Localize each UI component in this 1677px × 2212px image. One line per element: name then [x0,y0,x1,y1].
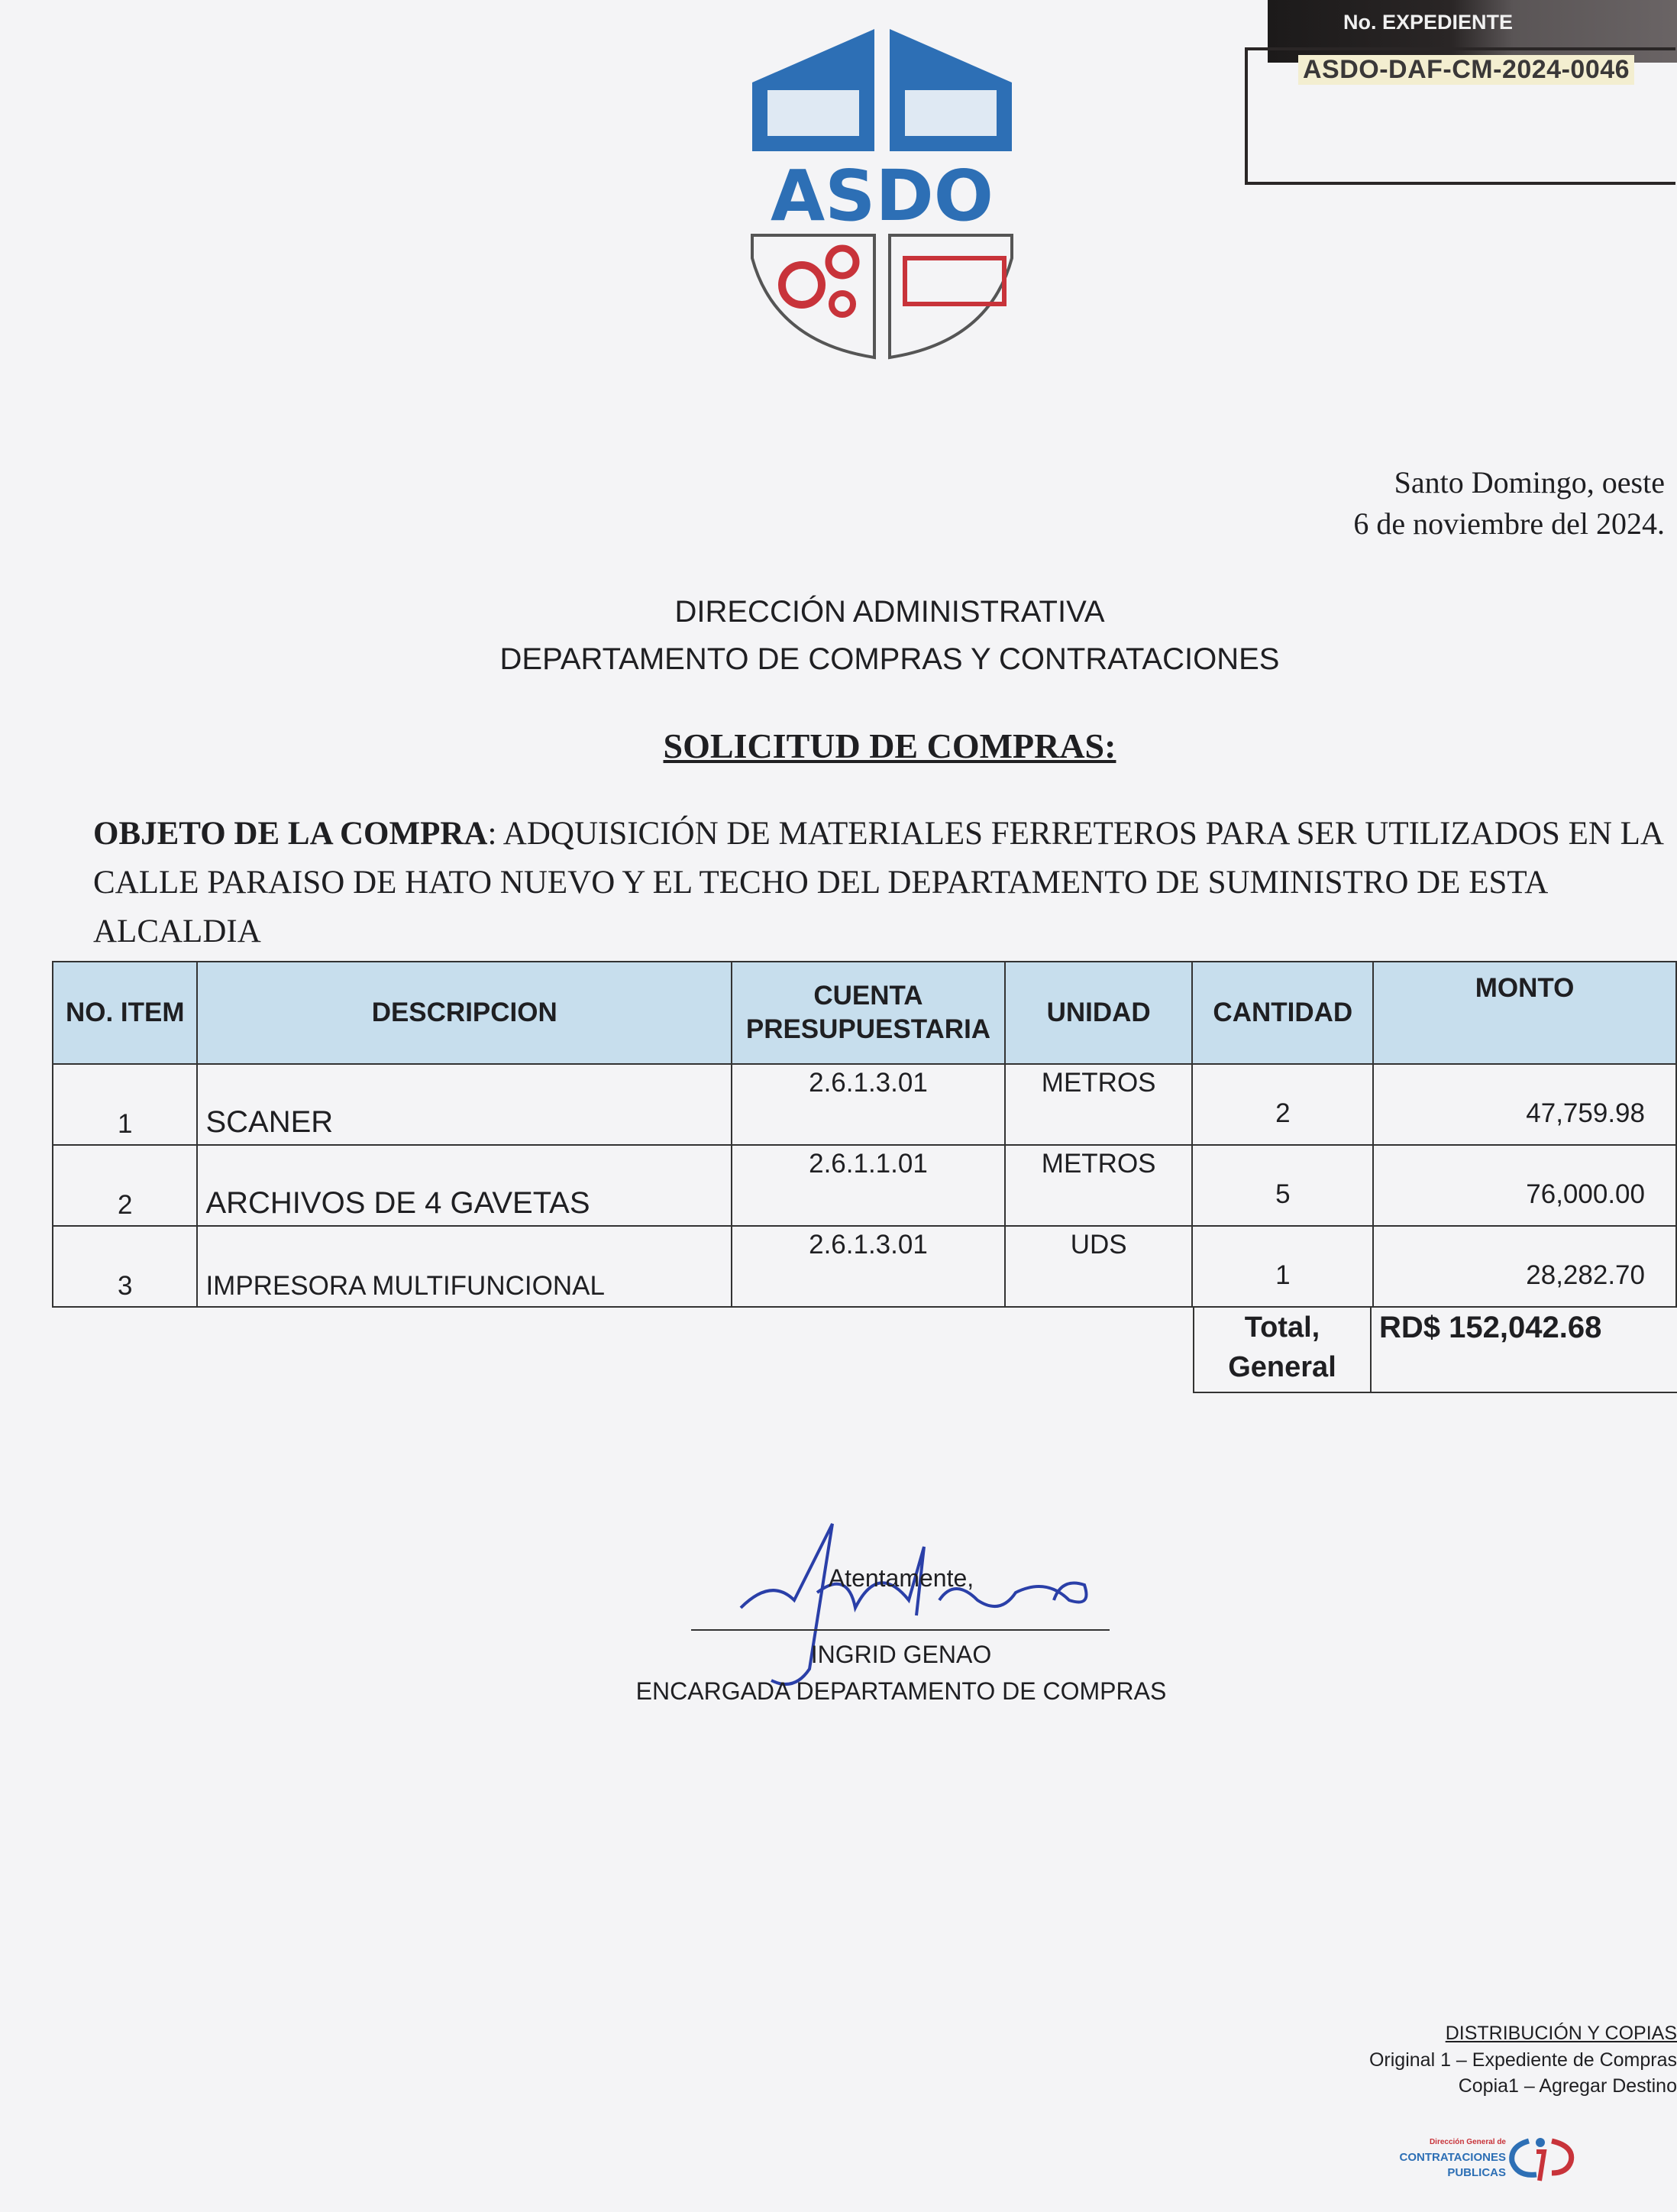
table-header-row: NO. ITEM DESCRIPCION CUENTA PRESUPUESTAR… [51,961,1677,1065]
col-item: NO. ITEM [51,961,199,1065]
table-row: 1 SCANER 2.6.1.3.01 METROS 2 47,759.98 [51,1063,1677,1146]
distribution-copy: Copia1 – Agregar Destino [1458,2075,1677,2097]
item-unit: UDS [1003,1225,1194,1308]
item-amount: 28,282.70 [1372,1225,1677,1308]
table-row: 2 ARCHIVOS DE 4 GAVETAS 2.6.1.1.01 METRO… [51,1144,1677,1227]
signature-scribble [739,1523,1088,1686]
table-row: 3 IMPRESORA MULTIFUNCIONAL 2.6.1.3.01 UD… [51,1225,1677,1308]
footer-logo-main1: CONTRATACIONES [1399,2151,1506,2164]
purchase-object-text: : ADQUISICIÓN DE MATERIALES FERRETEROS P… [93,816,1662,949]
item-unit: METROS [1003,1144,1194,1227]
col-monto: MONTO [1372,961,1677,1065]
purchase-object: OBJETO DE LA COMPRA: ADQUISICIÓN DE MATE… [93,810,1666,956]
items-table: NO. ITEM DESCRIPCION CUENTA PRESUPUESTAR… [51,961,1677,1308]
request-body: OBJETO DE LA COMPRA: ADQUISICIÓN DE MATE… [0,810,1677,1393]
closing: Atentamente, [828,1564,974,1592]
contrataciones-publicas-emblem-icon [1509,2138,1575,2181]
item-description: IMPRESORA MULTIFUNCIONAL [196,1225,733,1308]
item-number: 1 [51,1063,199,1146]
header-line-1: DIRECCIÓN ADMINISTRATIVA [674,595,1105,629]
item-account: 2.6.1.3.01 [731,1063,1006,1146]
item-number: 2 [51,1144,199,1227]
footer-logo-top: Dirección General de [1429,2138,1506,2146]
page-title: SOLICITUD DE COMPRAS: [663,726,1116,765]
svg-text:ASDO: ASDO [771,155,994,237]
signer-role: ENCARGADA DEPARTAMENTO DE COMPRAS [635,1677,1167,1705]
expediente-number: ASDO-DAF-CM-2024-0046 [1298,55,1635,85]
distribution-title: DISTRIBUCIÓN Y COPIAS [1445,2023,1677,2044]
item-account: 2.6.1.3.01 [731,1225,1006,1308]
total-label: Total, General [1193,1308,1372,1393]
item-amount: 47,759.98 [1372,1063,1677,1146]
expediente-box [1245,47,1675,185]
signer-name: INGRID GENAO [810,1641,992,1668]
col-cuenta: CUENTA PRESUPUESTARIA [731,961,1006,1065]
footer-logo-main2: PUBLICAS [1447,2166,1506,2179]
item-quantity: 1 [1191,1225,1375,1308]
col-unidad: UNIDAD [1003,961,1194,1065]
total-value: RD$ 152,042.68 [1370,1308,1677,1393]
item-description: ARCHIVOS DE 4 GAVETAS [196,1144,733,1227]
place: Santo Domingo, oeste [1394,465,1665,500]
item-account: 2.6.1.1.01 [731,1144,1006,1227]
date: 6 de noviembre del 2024. [1353,506,1665,541]
place-date: Santo Domingo, oeste 6 de noviembre del … [1353,462,1665,545]
asdo-logo: ASDO [751,29,1013,360]
item-quantity: 2 [1191,1063,1375,1146]
col-cantidad: CANTIDAD [1191,961,1375,1065]
signature-line [691,1629,1110,1631]
distribution-original: Original 1 – Expediente de Compras [1368,2049,1677,2071]
item-description: SCANER [196,1063,733,1146]
item-quantity: 5 [1191,1144,1375,1227]
header-line-2: DEPARTAMENTO DE COMPRAS Y CONTRATACIONES [499,642,1280,676]
expediente-label: No. EXPEDIENTE [1343,11,1514,34]
contrataciones-publicas-logo: Dirección General de CONTRATACIONES PUBL… [1399,2135,1506,2181]
item-amount: 76,000.00 [1372,1144,1677,1227]
department-header: DIRECCIÓN ADMINISTRATIVA DEPARTAMENTO DE… [0,588,1677,683]
col-descripcion: DESCRIPCION [196,961,733,1065]
expediente-header [1268,0,1677,63]
total-table: Total, General RD$ 152,042.68 [1193,1308,1677,1393]
item-number: 3 [51,1225,199,1308]
purchase-object-label: OBJETO DE LA COMPRA [93,816,488,852]
item-unit: METROS [1003,1063,1194,1146]
